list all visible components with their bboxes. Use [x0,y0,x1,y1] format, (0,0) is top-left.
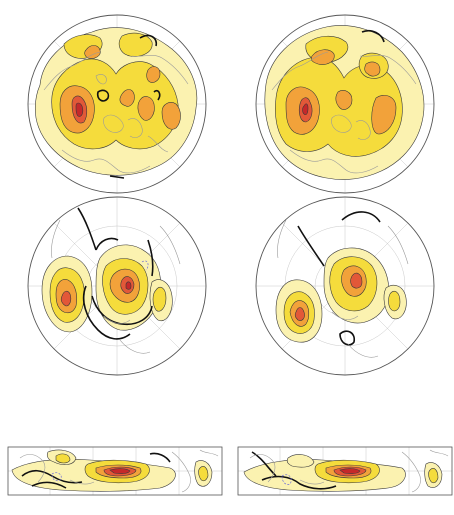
negative-contours [361,29,385,43]
polar-map-middle-left [27,196,207,376]
negative-contours [297,211,381,346]
negative-contours [21,452,171,489]
coastlines [271,51,417,174]
shaded-anomaly-contours [243,454,443,492]
coastlines [19,449,219,493]
shaded-anomaly-contours [41,244,173,333]
coastlines [277,219,409,358]
tropical-map-bottom-left [7,446,223,496]
coastlines [51,219,181,354]
negative-contours [77,207,154,340]
polar-map-top-left [27,14,207,194]
negative-contours [251,451,337,490]
negative-contours [96,34,161,179]
polar-map-middle-right [255,196,435,376]
coastlines [249,449,449,493]
shaded-anomaly-contours [34,27,198,176]
shaded-anomaly-contours [11,449,213,492]
tropical-map-bottom-right [237,446,453,496]
shaded-anomaly-contours [275,247,407,343]
coastlines [43,51,189,174]
polar-map-top-right [255,14,435,194]
